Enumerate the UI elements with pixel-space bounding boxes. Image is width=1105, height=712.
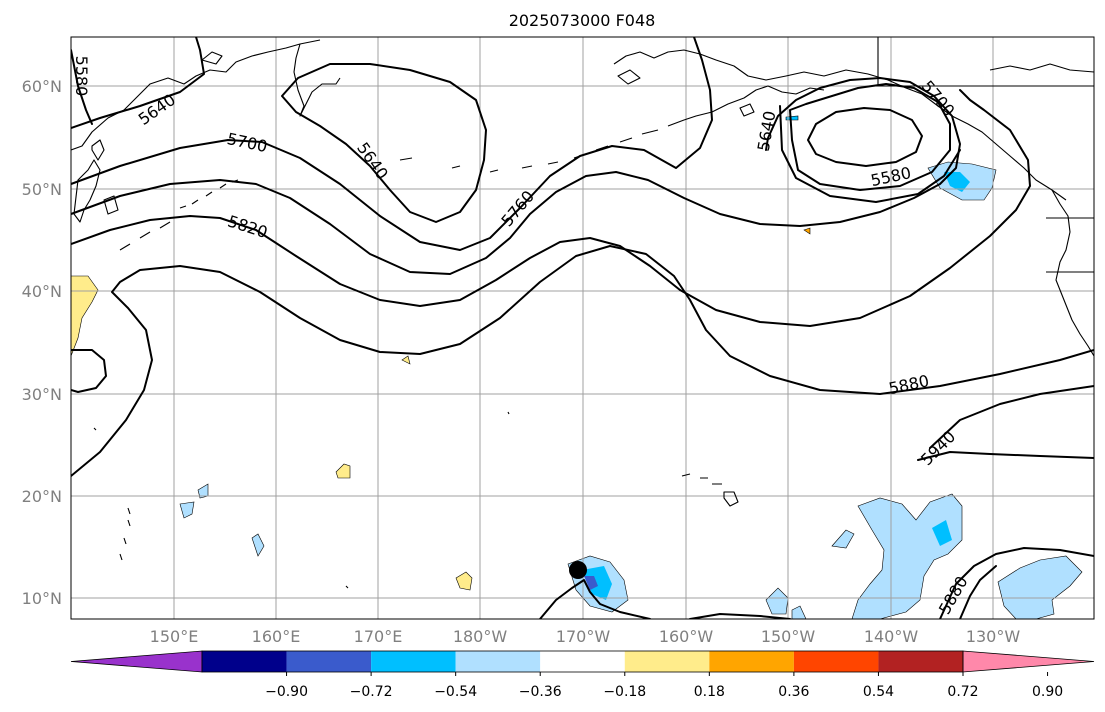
- lon-label: 150°W: [761, 627, 816, 646]
- colorbar-segment: [878, 651, 963, 672]
- map-content: [71, 37, 1094, 619]
- lon-label: 180°W: [453, 627, 508, 646]
- lat-label: 60°N: [22, 77, 62, 96]
- colorbar-frame: [201, 650, 964, 673]
- colorbar-segment: [371, 651, 456, 672]
- colorbar-tick-label: 0.90: [1032, 684, 1063, 700]
- height-contours: [71, 37, 1094, 619]
- contour-label: 5580: [72, 56, 91, 97]
- coastlines: [71, 37, 1094, 589]
- colorbar-tick-label: −0.90: [265, 684, 308, 700]
- colorbar-tick-label: 0.36: [778, 684, 809, 700]
- colorbar-segment: [202, 651, 287, 672]
- lon-label: 160°W: [659, 627, 714, 646]
- colorbar-tick-label: −0.54: [434, 684, 477, 700]
- colorbar-tick-label: −0.36: [519, 684, 562, 700]
- colorbar-segment: [709, 651, 794, 672]
- lat-label: 30°N: [22, 385, 62, 404]
- colorbar-segment: [455, 651, 541, 672]
- longitude-labels: 150°E 160°E 170°E 180°W 170°W 160°W 150°…: [150, 627, 1021, 646]
- latitude-labels: 60°N 50°N 40°N 30°N 20°N 10°N: [22, 77, 62, 608]
- colorbar-tick-label: 0.18: [694, 684, 725, 700]
- lon-label: 170°W: [556, 627, 611, 646]
- colorbar-segment: [540, 651, 625, 672]
- colorbar-tick-label: 0.72: [947, 684, 978, 700]
- lon-label: 140°W: [864, 627, 919, 646]
- colorbar-segment: [793, 651, 879, 672]
- colorbar-segment: [286, 651, 372, 672]
- lat-label: 20°N: [22, 487, 62, 506]
- colorbar-segment: [624, 651, 710, 672]
- colorbar: −0.90 −0.72 −0.54 −0.36 −0.18 0.18 0.36 0.54 0.7…: [70, 650, 1095, 700]
- cyclone-center-marker: [569, 561, 587, 579]
- lat-label: 10°N: [22, 589, 62, 608]
- colorbar-tick-label: 0.54: [863, 684, 894, 700]
- lat-label: 40°N: [22, 282, 62, 301]
- colorbar-extend-high: [962, 650, 1095, 673]
- colorbar-tick-label: −0.72: [350, 684, 393, 700]
- lon-label: 150°E: [150, 627, 199, 646]
- map-title: 2025073000 F048: [509, 11, 656, 30]
- colorbar-extend-low: [70, 650, 203, 673]
- lon-label: 130°W: [966, 627, 1021, 646]
- lon-label: 160°E: [252, 627, 301, 646]
- lat-label: 50°N: [22, 180, 62, 199]
- colorbar-tick-label: −0.18: [603, 684, 646, 700]
- map-border: [70, 36, 1095, 620]
- lon-label: 170°E: [354, 627, 403, 646]
